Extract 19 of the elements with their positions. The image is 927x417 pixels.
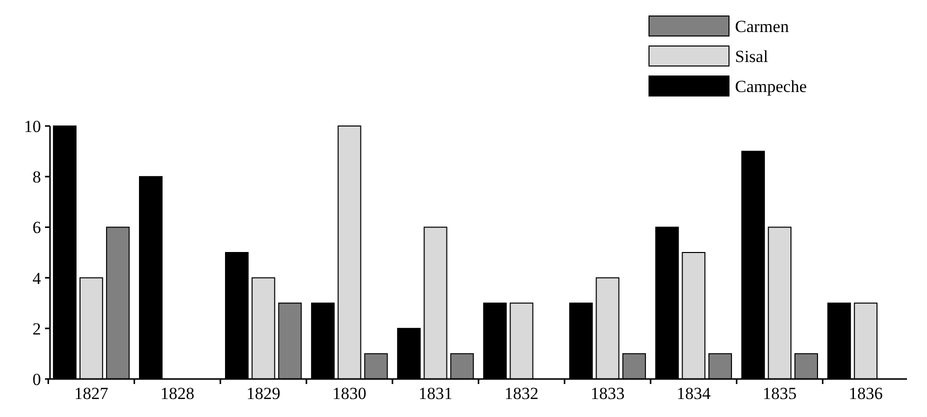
x-tick-label: 1833 bbox=[590, 384, 625, 403]
x-tick-label: 1832 bbox=[504, 384, 539, 403]
x-tick-label: 1835 bbox=[762, 384, 797, 403]
y-tick-label: 0 bbox=[32, 370, 41, 389]
legend-label: Sisal bbox=[735, 46, 768, 66]
x-tick-label: 1830 bbox=[332, 384, 366, 403]
legend-label: Campeche bbox=[735, 76, 807, 96]
x-tick-label: 1828 bbox=[160, 384, 194, 403]
legend-label: Carmen bbox=[735, 16, 790, 36]
x-tick-label: 1834 bbox=[676, 384, 712, 403]
x-tick-label: 1831 bbox=[418, 384, 452, 403]
y-tick-label: 8 bbox=[32, 168, 41, 187]
y-tick-label: 2 bbox=[32, 319, 41, 338]
x-tick-label: 1836 bbox=[848, 384, 883, 403]
x-tick-label: 1829 bbox=[246, 384, 280, 403]
y-tick-label: 6 bbox=[32, 218, 41, 238]
x-tick-label: 1827 bbox=[74, 384, 109, 403]
y-tick-label: 4 bbox=[32, 268, 42, 288]
y-tick-label: 10 bbox=[24, 116, 41, 136]
